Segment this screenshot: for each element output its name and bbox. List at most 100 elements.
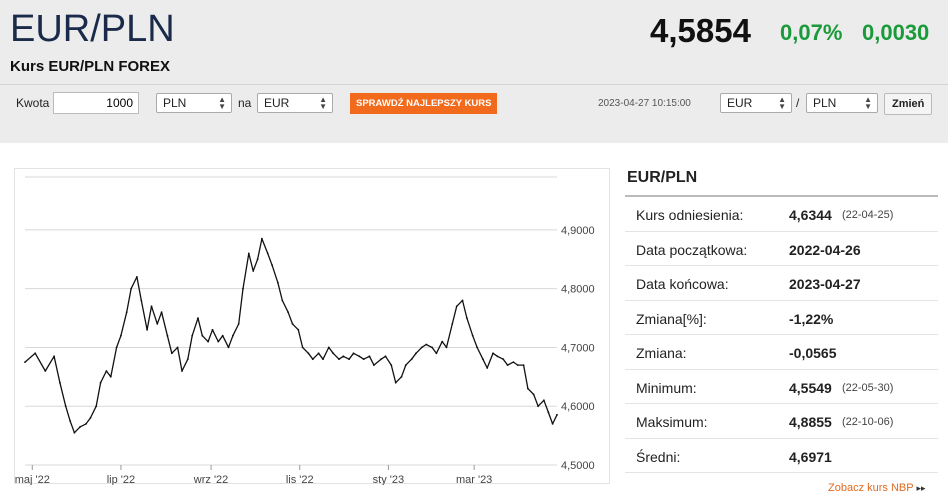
to-currency-select[interactable]: EUR ▲ ▼: [257, 93, 333, 113]
stats-row: Średni: 4,6971: [625, 439, 938, 473]
data-point: [512, 361, 515, 363]
from-currency-select[interactable]: PLN ▲ ▼: [156, 93, 232, 113]
stats-row: Data początkowa: 2022-04-26: [625, 232, 938, 266]
stats-value: 4,6971: [789, 448, 832, 465]
series-line: [24, 238, 558, 434]
data-point: [394, 381, 397, 384]
pair-title: EUR/PLN: [10, 8, 175, 50]
stats-label: Maksimum:: [636, 414, 708, 430]
data-point: [207, 340, 210, 343]
stats-value: 4,6344: [789, 207, 832, 223]
data-point: [482, 358, 484, 361]
data-point: [64, 405, 67, 408]
y-tick-label: 4,7000: [561, 342, 595, 354]
data-point: [348, 358, 350, 361]
data-point: [502, 358, 505, 361]
data-point: [146, 328, 149, 331]
data-point: [266, 252, 269, 255]
data-point: [543, 399, 545, 402]
change-pair-button[interactable]: Zmień: [884, 93, 933, 115]
select-arrows-icon: ▲ ▼: [864, 95, 872, 111]
chart-panel: 4,9000 4,8000 4,7000 4,6000 4,5000 maj '22 lip…: [0, 143, 948, 502]
stats-title: EUR/PLN: [625, 163, 938, 197]
data-point: [105, 370, 108, 372]
data-point: [301, 346, 304, 349]
double-chevron-right-icon: ▸▸: [916, 483, 926, 493]
data-point: [211, 328, 214, 331]
data-point: [532, 393, 535, 396]
stats-value: 4,5549: [789, 379, 832, 396]
data-point: [322, 358, 324, 361]
data-point: [115, 346, 118, 349]
data-point: [307, 352, 310, 355]
data-point: [281, 299, 284, 302]
stats-value: -0,0565: [789, 345, 837, 361]
stats-date: (22-05-30): [842, 381, 894, 394]
data-point: [44, 370, 47, 372]
stats-value: -1,22%: [789, 310, 834, 327]
from-currency-value: PLN: [163, 96, 187, 110]
data-point: [476, 346, 478, 349]
data-point: [390, 364, 393, 366]
nbp-rate-link[interactable]: Zobacz kurs NBP ▸▸: [828, 482, 926, 494]
converter-toolbar: Kwota PLN ▲▼ na EUR ▲▼ SPRAWDŹ NAJLEPSZY…: [0, 85, 948, 123]
data-point: [492, 352, 494, 355]
x-tick-label: mar '23: [456, 474, 492, 485]
x-tick-label: wrz '22: [193, 474, 229, 485]
pair-quote-select[interactable]: PLN ▲ ▼: [806, 93, 878, 113]
best-rate-button[interactable]: SPRAWDŹ NAJLEPSZY KURS: [350, 93, 498, 114]
data-point: [404, 364, 407, 366]
data-point: [221, 334, 224, 337]
price-chart-svg: 4,9000 4,8000 4,7000 4,6000 4,5000 maj '22 lip…: [15, 176, 595, 485]
x-tick-label: maj '22: [15, 474, 50, 485]
data-point: [471, 334, 474, 337]
amount-input[interactable]: [53, 92, 139, 114]
y-tick-label: 4,8000: [561, 284, 595, 296]
stats-value: 4,8855: [789, 414, 832, 430]
quote-timestamp: 2023-04-27 10:15:00: [598, 98, 691, 109]
data-point: [317, 352, 320, 355]
data-point: [227, 346, 230, 349]
data-point: [373, 364, 375, 366]
data-point: [527, 387, 529, 390]
data-point: [384, 355, 387, 358]
data-point: [85, 423, 87, 425]
data-point: [136, 276, 138, 278]
price-chart: 4,9000 4,8000 4,7000 4,6000 4,5000 maj '22 lip…: [14, 168, 610, 485]
data-point: [99, 381, 102, 384]
data-point: [461, 299, 464, 302]
data-point: [197, 317, 199, 319]
data-point: [441, 340, 444, 343]
data-point: [287, 311, 289, 314]
data-point: [486, 367, 489, 369]
data-point: [400, 375, 403, 378]
data-point: [34, 352, 37, 355]
stats-label: Minimum:: [636, 379, 697, 396]
data-point: [242, 287, 244, 290]
select-arrows-icon: ▲ ▼: [319, 95, 327, 111]
data-point: [271, 264, 273, 267]
stats-row: Maksimum: 4,8855 (22-10-06): [625, 404, 938, 439]
data-point: [435, 352, 438, 355]
data-point: [261, 237, 263, 240]
data-point: [95, 405, 98, 408]
data-point: [160, 311, 163, 314]
data-point: [201, 334, 204, 337]
data-point: [59, 381, 61, 384]
stats-label: Data końcowa:: [636, 276, 729, 292]
data-point: [445, 346, 448, 349]
stats-date: (22-10-06): [842, 416, 894, 428]
pair-base-select[interactable]: EUR ▲ ▼: [720, 93, 792, 113]
pair-subtitle: Kurs EUR/PLN FOREX: [10, 58, 171, 75]
data-point: [556, 413, 558, 416]
current-price: 4,5854: [650, 12, 751, 49]
data-point: [186, 358, 189, 361]
data-point: [247, 252, 250, 255]
data-point: [217, 340, 220, 343]
data-point: [130, 287, 132, 290]
data-point: [291, 323, 294, 325]
header-divider: [0, 84, 948, 85]
stats-label: Kurs odniesienia:: [636, 207, 744, 223]
data-point: [496, 355, 499, 358]
data-point: [297, 328, 300, 331]
